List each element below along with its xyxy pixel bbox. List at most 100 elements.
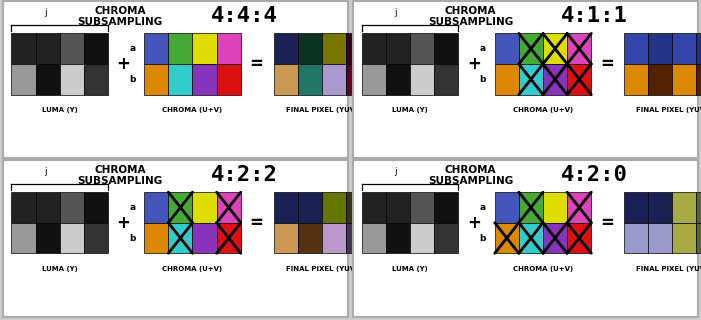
Bar (567, 64, 591, 95)
Bar (11, 192, 36, 223)
Text: FINAL PIXEL (YUV): FINAL PIXEL (YUV) (286, 266, 358, 272)
Bar (410, 223, 435, 253)
Bar (543, 33, 567, 64)
Bar (11, 223, 36, 253)
Bar (410, 33, 435, 64)
Bar (322, 33, 346, 64)
Bar (298, 33, 322, 64)
Text: j: j (395, 8, 397, 17)
Bar (495, 64, 519, 95)
Bar (648, 64, 672, 95)
Bar (672, 33, 697, 64)
Bar (217, 223, 240, 253)
Bar (322, 223, 346, 253)
Text: =: = (600, 55, 614, 73)
Bar (648, 33, 672, 64)
Bar (543, 192, 567, 223)
Text: CHROMA (U+V): CHROMA (U+V) (163, 107, 222, 113)
Bar (322, 192, 346, 223)
Bar (624, 192, 648, 223)
Text: FINAL PIXEL (YUV): FINAL PIXEL (YUV) (286, 107, 358, 113)
Bar (273, 33, 298, 64)
Text: CHROMA
SUBSAMPLING: CHROMA SUBSAMPLING (77, 6, 163, 27)
Bar (519, 192, 543, 223)
Text: b: b (129, 75, 135, 84)
Text: =: = (600, 214, 614, 232)
Bar (567, 33, 591, 64)
Text: LUMA (Y): LUMA (Y) (42, 266, 78, 272)
Bar (362, 33, 386, 64)
Text: 4:1:1: 4:1:1 (562, 6, 628, 26)
Bar (435, 64, 458, 95)
Bar (144, 223, 168, 253)
Text: j: j (44, 8, 46, 17)
Bar (362, 64, 386, 95)
Text: a: a (480, 203, 486, 212)
Text: CHROMA (U+V): CHROMA (U+V) (513, 266, 573, 272)
Bar (346, 223, 370, 253)
Text: 4:2:2: 4:2:2 (211, 165, 278, 185)
Bar (543, 223, 567, 253)
Bar (11, 33, 36, 64)
Bar (519, 64, 543, 95)
Bar (168, 223, 193, 253)
Bar (386, 64, 410, 95)
Bar (273, 223, 298, 253)
Text: FINAL PIXEL (YUV): FINAL PIXEL (YUV) (637, 266, 701, 272)
Bar (410, 192, 435, 223)
Text: =: = (250, 55, 264, 73)
Bar (648, 192, 672, 223)
Text: 4:4:4: 4:4:4 (211, 6, 278, 26)
Bar (36, 223, 60, 253)
Bar (273, 192, 298, 223)
Text: =: = (250, 214, 264, 232)
Text: b: b (129, 234, 135, 243)
Bar (298, 223, 322, 253)
Bar (624, 33, 648, 64)
Bar (84, 64, 108, 95)
Bar (435, 223, 458, 253)
Bar (36, 33, 60, 64)
Bar (11, 64, 36, 95)
Bar (567, 223, 591, 253)
Bar (697, 33, 701, 64)
Bar (386, 223, 410, 253)
Bar (362, 192, 386, 223)
Text: a: a (130, 44, 135, 53)
Text: LUMA (Y): LUMA (Y) (393, 107, 428, 113)
Bar (322, 64, 346, 95)
Bar (386, 192, 410, 223)
Text: a: a (130, 203, 135, 212)
Bar (346, 64, 370, 95)
Bar (168, 64, 193, 95)
Bar (217, 33, 240, 64)
Bar (648, 223, 672, 253)
Bar (624, 223, 648, 253)
Bar (217, 64, 240, 95)
Bar (60, 192, 84, 223)
Bar (386, 33, 410, 64)
Bar (697, 192, 701, 223)
Text: +: + (116, 55, 130, 73)
Bar (495, 223, 519, 253)
Bar (193, 223, 217, 253)
Bar (84, 33, 108, 64)
Text: LUMA (Y): LUMA (Y) (42, 107, 78, 113)
Bar (519, 223, 543, 253)
Text: j: j (44, 167, 46, 176)
Text: 4:2:0: 4:2:0 (562, 165, 628, 185)
Bar (273, 64, 298, 95)
Bar (672, 64, 697, 95)
Bar (346, 33, 370, 64)
Text: CHROMA (U+V): CHROMA (U+V) (513, 107, 573, 113)
Text: a: a (480, 44, 486, 53)
Bar (84, 192, 108, 223)
Bar (217, 192, 240, 223)
Text: j: j (395, 167, 397, 176)
Bar (567, 192, 591, 223)
Text: +: + (467, 55, 481, 73)
Bar (298, 192, 322, 223)
Text: FINAL PIXEL (YUV): FINAL PIXEL (YUV) (637, 107, 701, 113)
Bar (193, 64, 217, 95)
Text: CHROMA
SUBSAMPLING: CHROMA SUBSAMPLING (428, 6, 513, 27)
